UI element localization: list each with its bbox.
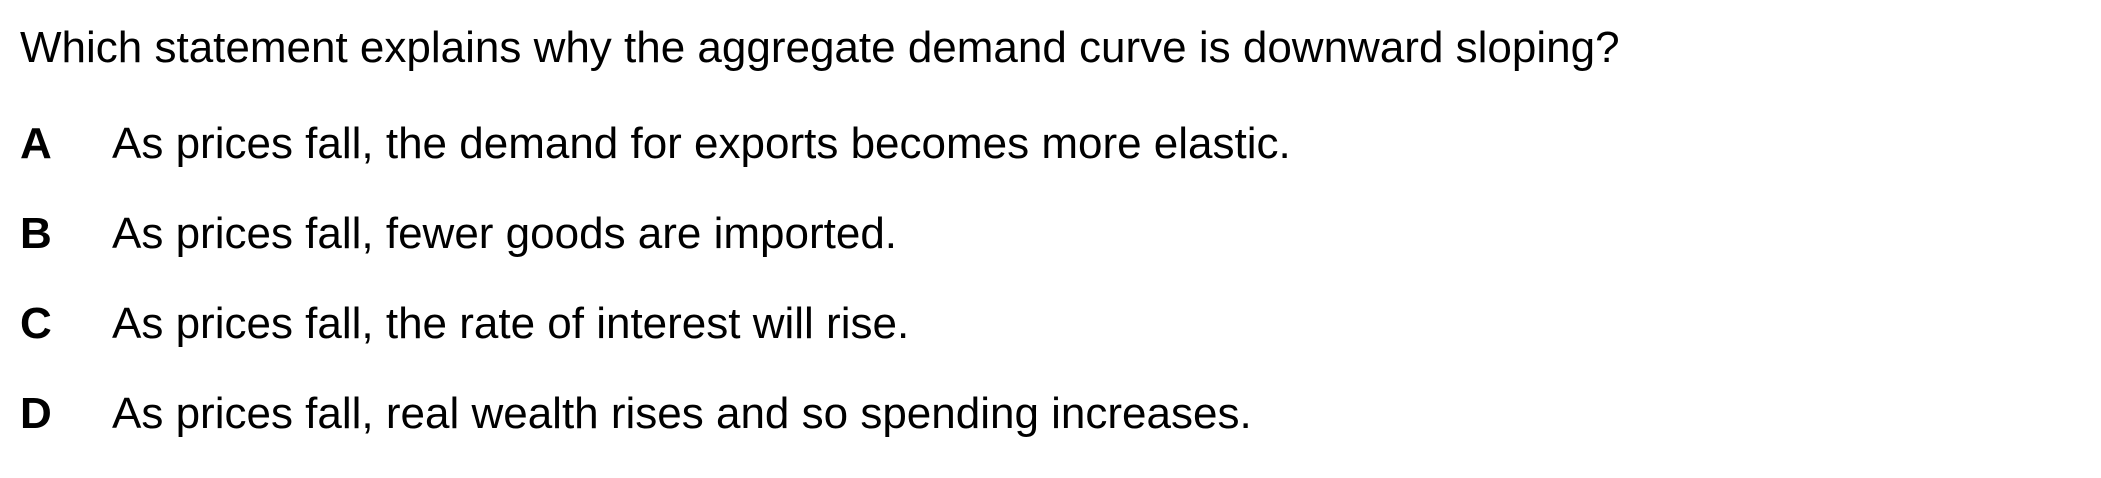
option-text: As prices fall, the demand for exports b… bbox=[112, 119, 1291, 168]
answer-option-a: A As prices fall, the demand for exports… bbox=[20, 118, 1291, 208]
question-text: Which statement explains why the aggrega… bbox=[20, 23, 1620, 72]
option-letter: D bbox=[20, 389, 52, 438]
answer-option-c: C As prices fall, the rate of interest w… bbox=[20, 298, 1291, 388]
answer-option-d: D As prices fall, real wealth rises and … bbox=[20, 388, 1291, 478]
option-text: As prices fall, fewer goods are imported… bbox=[112, 209, 898, 258]
option-letter: A bbox=[20, 119, 52, 168]
answer-options-list: A As prices fall, the demand for exports… bbox=[20, 118, 1291, 478]
option-text: As prices fall, the rate of interest wil… bbox=[112, 299, 910, 348]
option-text: As prices fall, real wealth rises and so… bbox=[112, 389, 1252, 438]
option-letter: B bbox=[20, 209, 52, 258]
option-letter: C bbox=[20, 299, 52, 348]
answer-option-b: B As prices fall, fewer goods are import… bbox=[20, 208, 1291, 298]
